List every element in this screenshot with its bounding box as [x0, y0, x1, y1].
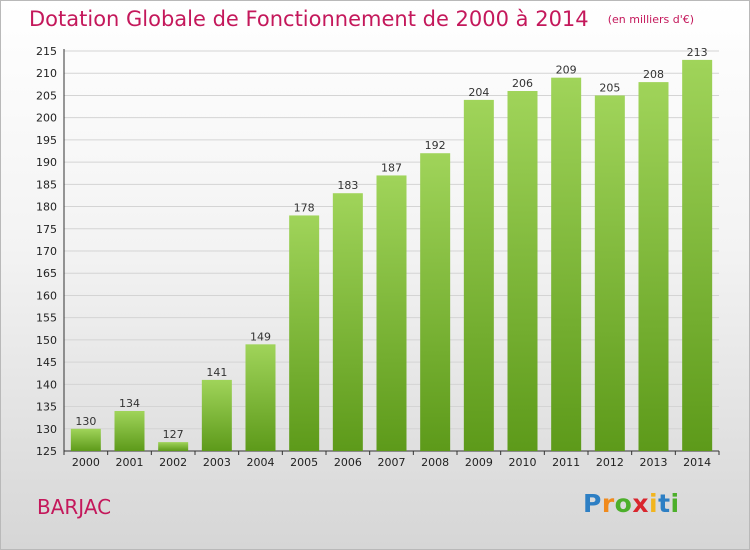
- brand-letter: x: [632, 489, 649, 518]
- bar-2005: [289, 215, 320, 451]
- bar-value-label: 208: [643, 68, 664, 81]
- brand-letter: P: [583, 489, 602, 518]
- y-tick-label: 135: [36, 401, 57, 414]
- chart-title: Dotation Globale de Fonctionnement de 20…: [29, 7, 589, 31]
- bar-value-label: 187: [381, 161, 402, 174]
- y-tick-label: 200: [36, 112, 57, 125]
- bar-value-label: 130: [75, 415, 96, 428]
- bar-2003: [201, 379, 232, 451]
- bar-2007: [376, 175, 407, 451]
- y-tick-label: 150: [36, 334, 57, 347]
- bars: [70, 59, 713, 452]
- x-tick-label: 2005: [290, 456, 318, 469]
- x-tick-label: 2003: [203, 456, 231, 469]
- bar-2001: [114, 411, 145, 451]
- bar-value-label: 141: [206, 366, 227, 379]
- title-row: Dotation Globale de Fonctionnement de 20…: [29, 7, 694, 31]
- brand-logo: Proxiti: [583, 489, 680, 518]
- x-tick-label: 2009: [465, 456, 493, 469]
- y-tick-label: 210: [36, 67, 57, 80]
- brand-letter: i: [649, 489, 659, 518]
- x-tick-label: 2014: [683, 456, 711, 469]
- bar-value-label: 149: [250, 330, 271, 343]
- brand-letter: i: [670, 489, 680, 518]
- bar-2002: [158, 442, 189, 451]
- y-tick-label: 205: [36, 89, 57, 102]
- bar-2009: [463, 99, 494, 451]
- y-tick-label: 195: [36, 134, 57, 147]
- bar-value-label: 178: [294, 201, 315, 214]
- chart-subtitle: (en milliers d'€): [607, 13, 695, 26]
- bar-2012: [594, 95, 625, 451]
- bar-value-label: 205: [599, 81, 620, 94]
- bar-value-label: 206: [512, 77, 533, 90]
- x-tick-label: 2012: [596, 456, 624, 469]
- x-tick-label: 2013: [640, 456, 668, 469]
- bar-2010: [507, 91, 538, 451]
- x-tick-label: 2001: [116, 456, 144, 469]
- y-tick-label: 160: [36, 289, 57, 302]
- y-tick-label: 145: [36, 356, 57, 369]
- x-tick-label: 2006: [334, 456, 362, 469]
- bar-2000: [70, 428, 101, 451]
- x-tick-label: 2002: [159, 456, 187, 469]
- brand-letter: o: [614, 489, 633, 518]
- y-tick-label: 180: [36, 201, 57, 214]
- bar-value-label: 183: [337, 179, 358, 192]
- bar-2008: [420, 153, 451, 451]
- y-tick-label: 125: [36, 445, 57, 458]
- x-tick-label: 2010: [509, 456, 537, 469]
- bar-value-label: 192: [425, 139, 446, 152]
- y-tick-label: 215: [36, 45, 57, 58]
- x-tick-label: 2000: [72, 456, 100, 469]
- x-tick-label: 2008: [421, 456, 449, 469]
- x-tick-label: 2007: [378, 456, 406, 469]
- bar-value-label: 127: [163, 428, 184, 441]
- bar-value-label: 209: [556, 64, 577, 77]
- bar-value-label: 134: [119, 397, 140, 410]
- y-tick-label: 130: [36, 423, 57, 436]
- bar-2006: [332, 193, 363, 451]
- x-tick-label: 2004: [247, 456, 275, 469]
- y-tick-label: 190: [36, 156, 57, 169]
- y-tick-label: 170: [36, 245, 57, 258]
- y-tick-label: 175: [36, 223, 57, 236]
- place-name: BARJAC: [37, 495, 112, 519]
- bar-2004: [245, 344, 276, 451]
- bar-value-label: 213: [687, 46, 708, 59]
- bar-2013: [638, 82, 669, 451]
- y-tick-label: 155: [36, 312, 57, 325]
- y-tick-label: 140: [36, 378, 57, 391]
- y-tick-label: 165: [36, 267, 57, 280]
- y-tick-label: 185: [36, 178, 57, 191]
- bar-2014: [682, 59, 713, 452]
- labels: 125 130 135 140 145 150 155 160 165 170 175 180 185 1…: [36, 45, 711, 469]
- brand-letter: r: [601, 489, 615, 518]
- bar-2011: [551, 77, 582, 452]
- bar-value-label: 204: [468, 86, 489, 99]
- brand-letter: t: [658, 489, 671, 518]
- x-tick-label: 2011: [552, 456, 580, 469]
